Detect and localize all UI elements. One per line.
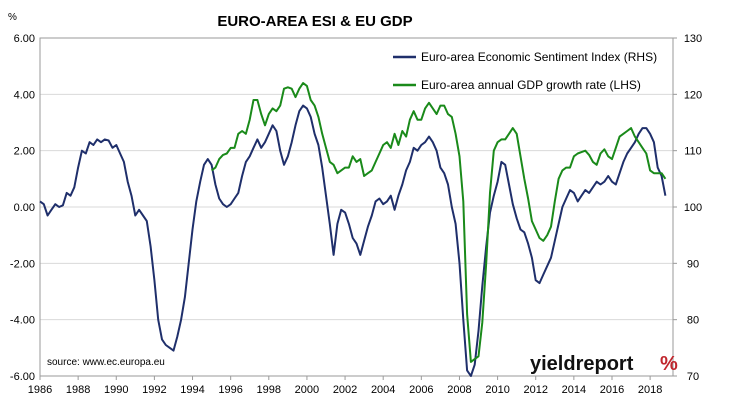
right-tick-label: 70 <box>687 371 699 383</box>
x-tick-label: 2014 <box>562 384 586 396</box>
x-tick-label: 2004 <box>371 384 395 396</box>
brand-wordmark: yieldreport <box>530 353 634 375</box>
gdp-series-line <box>211 82 667 363</box>
esi-series-line <box>39 104 667 377</box>
x-tick-label: 2008 <box>447 384 471 396</box>
x-tick-label: 1986 <box>28 384 52 396</box>
right-tick-label: 80 <box>687 315 699 327</box>
left-tick-label: 2.00 <box>14 146 35 158</box>
chart-title: EURO-AREA ESI & EU GDP <box>217 13 412 30</box>
x-tick-label: 2006 <box>409 384 433 396</box>
left-tick-label: -2.00 <box>10 258 35 270</box>
x-tick-label: 1990 <box>104 384 128 396</box>
left-axis: 6.00 4.00 2.00 0.00 -2.00 -4.00 -6.00 <box>10 33 35 383</box>
left-tick-label: -6.00 <box>10 371 35 383</box>
x-tick-label: 2012 <box>523 384 547 396</box>
x-tick-label: 2016 <box>600 384 624 396</box>
right-tick-label: 130 <box>684 33 702 45</box>
right-tick-label: 90 <box>687 258 699 270</box>
left-tick-label: -4.00 <box>10 315 35 327</box>
right-tick-label: 110 <box>684 146 702 158</box>
x-tick-label: 1996 <box>218 384 242 396</box>
x-tick-label: 1992 <box>142 384 166 396</box>
left-tick-label: 4.00 <box>14 89 35 101</box>
right-axis: 130 120 110 100 90 80 70 <box>673 33 702 383</box>
x-tick-label: 2000 <box>295 384 319 396</box>
left-tick-label: 0.00 <box>14 202 35 214</box>
brand-logo: yieldreport % <box>530 353 678 375</box>
x-tick-label: 1988 <box>66 384 90 396</box>
legend-label-gdp: Euro-area annual GDP growth rate (LHS) <box>421 78 641 92</box>
source-note: source: www.ec.europa.eu <box>47 357 165 368</box>
x-tick-label: 2002 <box>333 384 357 396</box>
left-tick-label: 6.00 <box>14 33 35 45</box>
x-tick-label: 2010 <box>485 384 509 396</box>
x-tick-label: 1998 <box>257 384 281 396</box>
right-tick-label: 100 <box>684 202 702 214</box>
legend: Euro-area Economic Sentiment Index (RHS)… <box>393 50 657 92</box>
series-lines <box>39 82 667 377</box>
x-axis: 1986 1988 1990 1992 1994 1996 1998 2000 2002 2004… <box>28 376 662 396</box>
right-tick-label: 120 <box>684 89 702 101</box>
brand-percent-icon: % <box>660 353 678 375</box>
left-axis-unit: % <box>8 12 17 23</box>
x-tick-label: 2018 <box>638 384 662 396</box>
x-tick-label: 1994 <box>180 384 204 396</box>
legend-label-esi: Euro-area Economic Sentiment Index (RHS) <box>421 50 657 64</box>
